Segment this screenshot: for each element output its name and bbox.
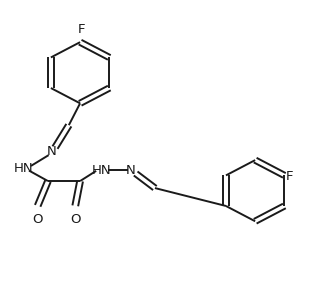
Text: HN: HN: [14, 162, 34, 175]
Text: N: N: [126, 163, 136, 176]
Text: F: F: [286, 170, 294, 183]
Text: HN: HN: [92, 163, 112, 176]
Text: N: N: [47, 145, 57, 158]
Text: O: O: [70, 213, 81, 226]
Text: F: F: [78, 23, 86, 36]
Text: O: O: [32, 213, 43, 226]
